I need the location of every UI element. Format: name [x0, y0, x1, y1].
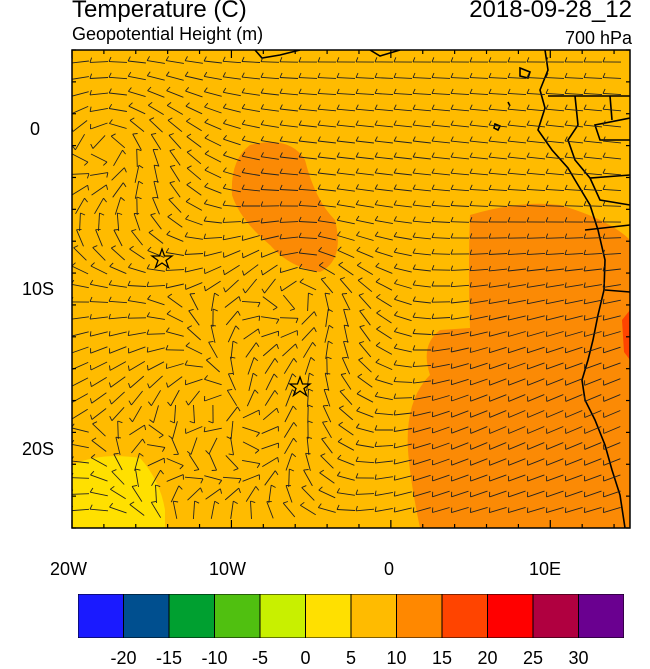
wind-barb — [137, 149, 138, 167]
colorbar-swatch — [533, 594, 579, 638]
colorbar-label: 0 — [300, 648, 310, 669]
wind-barb-flag — [154, 181, 159, 182]
wind-barb-flag — [508, 315, 509, 320]
wind-barb — [432, 254, 450, 255]
wind-barb-flag — [109, 331, 110, 336]
wind-barb — [546, 238, 564, 239]
wind-barb-flag — [470, 331, 471, 336]
colorbar-label: 20 — [477, 648, 497, 669]
wind-barb — [565, 238, 583, 239]
wind-barb — [603, 238, 621, 239]
colorbar-swatch — [442, 594, 488, 638]
wind-barb — [546, 206, 564, 207]
lon-label-10e: 10E — [529, 559, 561, 580]
wind-barb-flag — [451, 363, 452, 368]
wind-barb-flag — [603, 315, 604, 320]
wind-barb — [280, 318, 298, 319]
colorbar-swatch — [351, 594, 397, 638]
wind-barb-flag — [259, 316, 260, 321]
colorbar-label: -15 — [156, 648, 182, 669]
colorbar-swatch — [397, 594, 443, 638]
wind-barb — [71, 494, 89, 495]
map-plot — [0, 0, 650, 590]
wind-barb — [118, 421, 119, 439]
wind-barb-flag — [148, 365, 149, 370]
colorbar-label: 30 — [568, 648, 588, 669]
wind-barb-flag — [413, 428, 414, 433]
wind-barb-flag — [413, 507, 414, 512]
wind-barb-flag — [508, 332, 509, 337]
colorbar-swatch — [124, 594, 170, 638]
wind-barb-flag — [470, 348, 471, 353]
wind-barb-flag — [527, 315, 528, 320]
colorbar-label: -5 — [252, 648, 268, 669]
colorbar-swatch — [488, 594, 534, 638]
wind-barb-flag — [584, 315, 585, 320]
wind-barb-flag — [306, 453, 311, 454]
colorbar-swatch — [306, 594, 352, 638]
colorbar-swatch — [260, 594, 306, 638]
colorbar-label: -20 — [110, 648, 136, 669]
colorbar-label: 15 — [432, 648, 452, 669]
colorbar-label: -10 — [201, 648, 227, 669]
colorbar-swatch — [215, 594, 261, 638]
wind-barb — [527, 238, 545, 239]
wind-barb-flag — [190, 294, 195, 295]
colorbar-label: 10 — [386, 648, 406, 669]
wind-barb-flag — [204, 251, 205, 256]
wind-barb — [584, 206, 602, 207]
wind-barb-flag — [565, 315, 566, 320]
wind-barb — [261, 62, 279, 63]
colorbar-swatch — [169, 594, 215, 638]
wind-barb — [71, 478, 89, 479]
lon-label-0: 0 — [384, 559, 394, 580]
wind-barb-flag — [344, 309, 349, 310]
wind-barb-flag — [546, 315, 547, 320]
wind-barb — [394, 398, 412, 399]
wind-barb-flag — [147, 347, 148, 352]
wind-barb-flag — [489, 331, 490, 336]
colorbar-swatch — [78, 594, 124, 638]
wind-barb-flag — [432, 379, 433, 384]
wind-barb-flag — [110, 365, 111, 370]
wind-barb-flag — [394, 491, 395, 496]
wind-barb-flag — [114, 454, 119, 455]
wind-barb — [565, 206, 583, 207]
wind-barb-flag — [133, 134, 138, 135]
wind-barb-flag — [413, 411, 414, 416]
lat-label-10s: 10S — [22, 279, 54, 300]
wind-barb-flag — [90, 331, 91, 336]
colorbar-swatch — [579, 594, 625, 638]
wind-barb — [147, 334, 165, 335]
lat-label-20s: 20S — [22, 439, 54, 460]
wind-barb-flag — [394, 475, 395, 480]
wind-barb-flag — [114, 230, 119, 231]
colorbar-label: 25 — [523, 648, 543, 669]
wind-barb-flag — [242, 235, 243, 240]
wind-barb-flag — [304, 470, 309, 471]
wind-barb — [289, 469, 290, 487]
wind-barb — [451, 222, 469, 223]
lat-label-0: 0 — [30, 119, 40, 140]
lon-label-10w: 10W — [209, 559, 246, 580]
colorbar — [78, 594, 624, 638]
colorbar-label: 5 — [346, 648, 356, 669]
wind-barb — [584, 238, 602, 239]
wind-barb — [603, 206, 621, 207]
lon-label-20w: 20W — [50, 559, 87, 580]
wind-barb-flag — [394, 507, 395, 512]
